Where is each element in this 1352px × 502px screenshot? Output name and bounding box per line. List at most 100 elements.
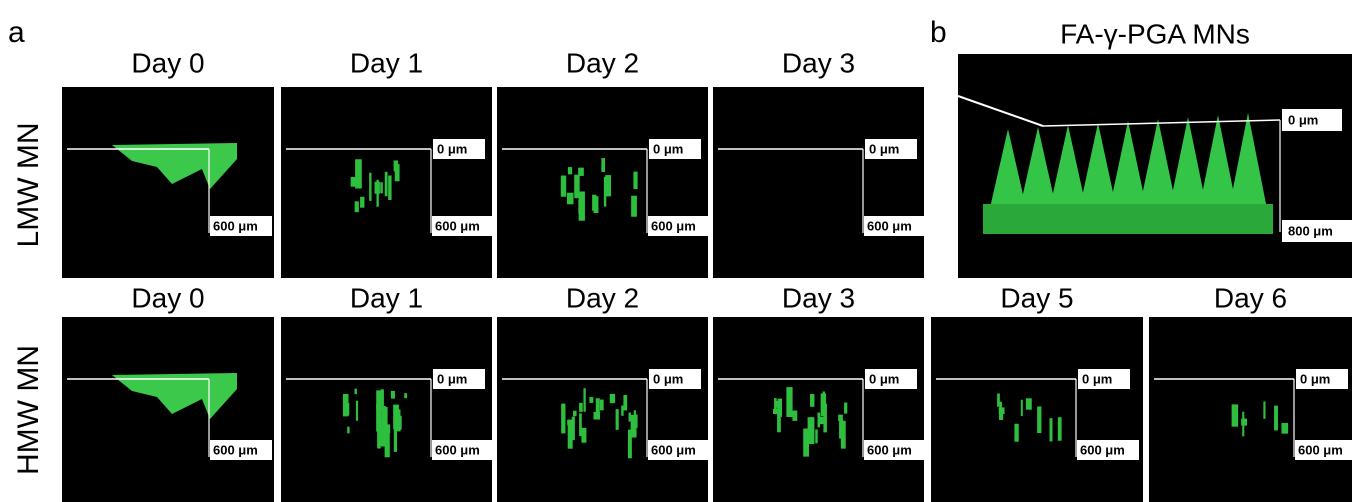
fluorescence — [844, 403, 847, 414]
fluorescence — [354, 389, 356, 395]
scale-label: 0 μm — [437, 371, 467, 386]
fluorescence — [838, 415, 843, 421]
microscopy-image — [62, 317, 274, 502]
fluorescence — [1232, 404, 1239, 426]
microscopy-image — [62, 87, 274, 278]
fluorescence — [351, 177, 358, 187]
fluorescence — [404, 393, 407, 398]
microscopy-image — [497, 87, 708, 278]
fluorescence — [786, 387, 792, 417]
fluorescence — [568, 167, 572, 174]
scale-label: 600 μm — [1298, 442, 1343, 457]
figure: a b FA-γ-PGA MNs LMW MN HMW MN Day 0 600 … — [0, 0, 1352, 502]
panel-title: FA-γ-PGA MNs — [1060, 18, 1250, 49]
scale-label: 0 μm — [1300, 371, 1330, 386]
fluorescence — [1281, 423, 1288, 434]
scale-label: 600 μm — [867, 442, 912, 457]
image-title: Day 1 — [350, 282, 423, 313]
fluorescence — [581, 428, 586, 443]
fluorescence — [395, 164, 400, 181]
panel-label: b — [930, 16, 947, 49]
fluorescence — [616, 409, 619, 430]
fluorescence — [376, 390, 383, 409]
fluorescence — [589, 397, 593, 403]
scale-label: 600 μm — [435, 218, 480, 233]
scale-label: 0 μm — [869, 141, 899, 156]
microscopy-image — [713, 317, 924, 502]
fluorescence — [347, 427, 349, 434]
fluorescence — [593, 412, 600, 420]
row-label: LMW MN — [12, 123, 45, 248]
fluorescence — [561, 404, 565, 434]
scale-label: 0 μm — [653, 141, 683, 156]
image-title: Day 0 — [131, 47, 204, 78]
fluorescence — [604, 177, 606, 207]
fluorescence — [1241, 419, 1247, 426]
image-title: Day 3 — [782, 282, 855, 313]
fluorescence — [815, 429, 817, 443]
microscopy-image — [1149, 317, 1352, 502]
scale-label: 600 μm — [1080, 442, 1125, 457]
fluorescence — [393, 405, 399, 430]
fluorescence — [385, 432, 390, 458]
image-title: Day 2 — [566, 47, 639, 78]
fluorescence — [1021, 400, 1023, 416]
fluorescence — [633, 172, 637, 189]
fluorescence — [385, 172, 388, 196]
scale-label: 600 μm — [435, 442, 480, 457]
fluorescence — [818, 413, 821, 428]
fluorescence — [381, 407, 387, 430]
fluorescence — [600, 400, 604, 411]
fluorescence — [623, 395, 627, 410]
image-title: Day 0 — [131, 282, 204, 313]
fluorescence — [841, 421, 846, 449]
fluorescence — [356, 401, 358, 421]
fluorescence — [1274, 406, 1278, 431]
scale-label: 0 μm — [437, 141, 467, 156]
fluorescence — [621, 406, 623, 416]
fluorescence — [1026, 398, 1032, 409]
fluorescence — [629, 413, 631, 422]
fluorescence — [578, 200, 580, 214]
fluorescence — [808, 417, 815, 444]
image-title: Day 5 — [1000, 282, 1073, 313]
fluorescence — [821, 393, 826, 416]
panel-label: a — [8, 16, 25, 49]
fluorescence — [1050, 418, 1053, 441]
scale-label: 0 μm — [1082, 371, 1112, 386]
fluorescence — [999, 407, 1005, 414]
fluorescence — [1014, 424, 1018, 442]
scale-label: 800 μm — [1288, 223, 1333, 238]
image-title: Day 1 — [350, 47, 423, 78]
fluorescence — [388, 175, 391, 200]
image-title: Day 3 — [782, 47, 855, 78]
scale-label: 0 μm — [869, 371, 899, 386]
fluorescence — [634, 414, 638, 427]
fluorescence — [573, 411, 577, 417]
fluorescence — [792, 410, 797, 420]
scale-label: 600 μm — [213, 442, 258, 457]
fluorescence — [631, 196, 637, 217]
fluorescence — [375, 182, 380, 194]
scale-label: 0 μm — [1288, 112, 1318, 127]
fluorescence — [1037, 406, 1041, 433]
fluorescence — [1058, 417, 1062, 440]
fluorescence — [567, 193, 573, 205]
row-label: HMW MN — [12, 345, 45, 475]
fluorescence — [574, 175, 579, 198]
fluorescence — [579, 413, 582, 436]
fluorescence — [568, 420, 573, 449]
fluorescence — [594, 196, 599, 213]
fluorescence — [583, 388, 585, 412]
fluorescence — [778, 399, 782, 417]
scale-label: 600 μm — [867, 218, 912, 233]
scale-label: 600 μm — [651, 218, 696, 233]
fluorescence — [355, 201, 359, 212]
microscopy-image — [713, 87, 924, 278]
scale-label: 600 μm — [651, 442, 696, 457]
fluorescence — [369, 173, 371, 201]
fluorescence — [380, 182, 383, 193]
microscopy-image — [931, 317, 1143, 502]
fluorescence — [774, 398, 777, 411]
fluorescence — [610, 394, 615, 403]
